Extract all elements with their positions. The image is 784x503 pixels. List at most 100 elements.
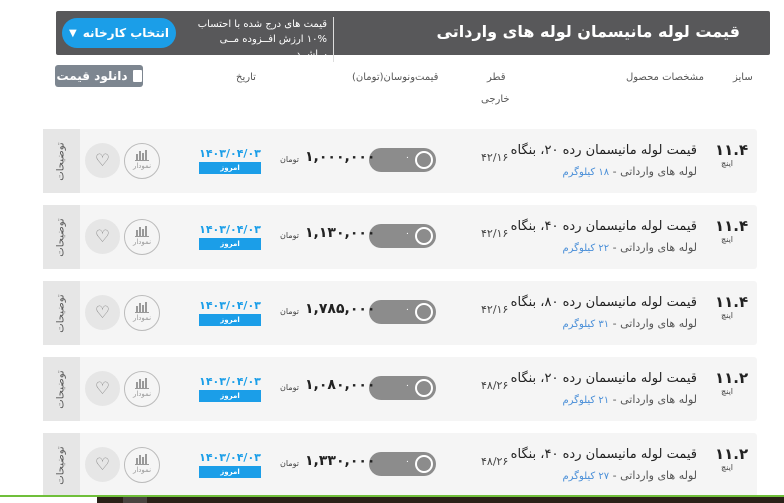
product-category: لوله های وارداتی -: [609, 317, 697, 330]
currency-label: تومان: [280, 231, 299, 240]
today-badge: امروز: [199, 466, 261, 478]
today-badge: امروز: [199, 238, 261, 250]
diameter-value: ۴۸/۲۶: [481, 455, 509, 468]
heart-icon: ♡: [94, 150, 111, 171]
product-name[interactable]: قیمت لوله مانیسمان رده ۲۰، بنگاه: [510, 371, 697, 386]
fluctuation-toggle[interactable]: ۰: [369, 300, 436, 324]
chart-button[interactable]: نمودار: [124, 295, 160, 331]
currency-label: تومان: [280, 459, 299, 468]
fluctuation-toggle[interactable]: ۰: [369, 224, 436, 248]
favorite-button[interactable]: ♡: [85, 295, 120, 330]
footer-bar-segment: [123, 497, 147, 503]
table-row: توضیحات ۱۱.۲ اینچ قیمت لوله مانیسمان رده …: [43, 433, 757, 497]
toggle-knob: [415, 227, 433, 245]
product-name[interactable]: قیمت لوله مانیسمان رده ۴۰، بنگاه: [510, 447, 697, 462]
fluctuation-value: ۰: [405, 305, 410, 315]
col-size: سایز: [733, 72, 753, 83]
size-unit: اینچ: [720, 387, 734, 396]
today-badge: امروز: [199, 314, 261, 326]
chevron-down-icon: ▼: [69, 27, 77, 39]
vat-note: قیمت های درج شده با احتساب ۱۰% ارزش افــ…: [196, 17, 334, 62]
price-value: ۱,۱۳۰,۰۰۰: [305, 225, 376, 241]
fluctuation-toggle[interactable]: ۰: [369, 148, 436, 172]
diameter-value: ۴۲/۱۶: [481, 227, 509, 240]
favorite-button[interactable]: ♡: [85, 143, 120, 178]
col-price: قیمت‌ونوسان(تومان): [352, 72, 439, 83]
favorite-button[interactable]: ♡: [85, 447, 120, 482]
file-download-icon: [132, 70, 142, 82]
fluctuation-toggle[interactable]: ۰: [369, 376, 436, 400]
price-value: ۱,۰۰۰,۰۰۰: [305, 149, 376, 165]
description-label: توضیحات: [56, 369, 67, 409]
product-name[interactable]: قیمت لوله مانیسمان رده ۴۰، بنگاه: [510, 219, 697, 234]
size-cell: ۱۱.۴ اینچ: [715, 217, 749, 244]
size-cell: ۱۱.۴ اینچ: [715, 141, 749, 168]
download-price-button[interactable]: دانلود قیمت: [55, 65, 143, 87]
table-row: توضیحات ۱۱.۴ اینچ قیمت لوله مانیسمان رده …: [43, 129, 757, 193]
product-subtitle: لوله های وارداتی - ۲۱ کیلوگرم: [562, 393, 697, 406]
currency-label: تومان: [280, 383, 299, 392]
product-subtitle: لوله های وارداتی - ۲۷ کیلوگرم: [562, 469, 697, 482]
chart-label: نمودار: [132, 162, 152, 170]
heart-icon: ♡: [94, 226, 111, 247]
col-product: مشخصات محصول: [626, 72, 704, 83]
size-value: ۱۱.۲: [715, 445, 749, 463]
description-label: توضیحات: [56, 217, 67, 257]
table-row: توضیحات ۱۱.۴ اینچ قیمت لوله مانیسمان رده …: [43, 205, 757, 269]
page-header: قیمت لوله مانیسمان لوله های وارداتی قیمت…: [56, 11, 770, 62]
size-unit: اینچ: [720, 463, 734, 472]
chart-label: نمودار: [132, 314, 152, 322]
product-weight: ۲۲ کیلوگرم: [562, 243, 610, 254]
toggle-knob: [415, 455, 433, 473]
favorite-button[interactable]: ♡: [85, 219, 120, 254]
chart-button[interactable]: نمودار: [124, 219, 160, 255]
product-subtitle: لوله های وارداتی - ۱۸ کیلوگرم: [562, 165, 697, 178]
diameter-value: ۴۲/۱۶: [481, 151, 509, 164]
today-badge: امروز: [199, 390, 261, 402]
description-label: توضیحات: [56, 293, 67, 333]
product-name[interactable]: قیمت لوله مانیسمان رده ۲۰، بنگاه: [510, 143, 697, 158]
table-row: توضیحات ۱۱.۲ اینچ قیمت لوله مانیسمان رده …: [43, 357, 757, 421]
description-tab[interactable]: توضیحات: [43, 129, 80, 193]
fluctuation-value: ۰: [405, 381, 410, 391]
diameter-value: ۴۸/۲۶: [481, 379, 509, 392]
select-factory-label: انتخاب کارخانه: [82, 26, 169, 40]
col-diameter-2: خارجی: [481, 94, 510, 105]
date-value: ۱۴۰۳/۰۴/۰۳: [199, 223, 261, 236]
date-value: ۱۴۰۳/۰۴/۰۳: [199, 299, 261, 312]
favorite-button[interactable]: ♡: [85, 371, 120, 406]
fluctuation-value: ۰: [405, 153, 410, 163]
toggle-knob: [415, 303, 433, 321]
table-row: توضیحات ۱۱.۴ اینچ قیمت لوله مانیسمان رده …: [43, 281, 757, 345]
price-value: ۱,۳۳۰,۰۰۰: [305, 453, 376, 469]
size-value: ۱۱.۴: [715, 217, 749, 235]
heart-icon: ♡: [94, 454, 111, 475]
col-diameter: قطر: [487, 72, 506, 83]
footer-bar: [97, 497, 784, 503]
product-weight: ۱۸ کیلوگرم: [562, 167, 610, 178]
description-tab[interactable]: توضیحات: [43, 205, 80, 269]
date-value: ۱۴۰۳/۰۴/۰۳: [199, 375, 261, 388]
chart-label: نمودار: [132, 390, 152, 398]
product-name[interactable]: قیمت لوله مانیسمان رده ۸۰، بنگاه: [510, 295, 697, 310]
description-tab[interactable]: توضیحات: [43, 357, 80, 421]
chart-button[interactable]: نمودار: [124, 447, 160, 483]
page-title: قیمت لوله مانیسمان لوله های وارداتی: [436, 22, 740, 41]
product-category: لوله های وارداتی -: [609, 165, 697, 178]
vat-note-line: ۱۰% ارزش افــزوده مــی بــاشــد.: [219, 34, 327, 60]
description-label: توضیحات: [56, 141, 67, 181]
description-tab[interactable]: توضیحات: [43, 433, 80, 497]
size-value: ۱۱.۴: [715, 141, 749, 159]
currency-label: تومان: [280, 307, 299, 316]
fluctuation-toggle[interactable]: ۰: [369, 452, 436, 476]
date-value: ۱۴۰۳/۰۴/۰۳: [199, 451, 261, 464]
price-value: ۱,۰۸۰,۰۰۰: [305, 377, 376, 393]
product-weight: ۲۷ کیلوگرم: [562, 471, 610, 482]
chart-button[interactable]: نمودار: [124, 371, 160, 407]
size-value: ۱۱.۲: [715, 369, 749, 387]
description-tab[interactable]: توضیحات: [43, 281, 80, 345]
select-factory-button[interactable]: انتخاب کارخانه ▼: [62, 18, 176, 48]
product-subtitle: لوله های وارداتی - ۳۱ کیلوگرم: [562, 317, 697, 330]
bar-chart-icon: [135, 150, 149, 161]
chart-button[interactable]: نمودار: [124, 143, 160, 179]
